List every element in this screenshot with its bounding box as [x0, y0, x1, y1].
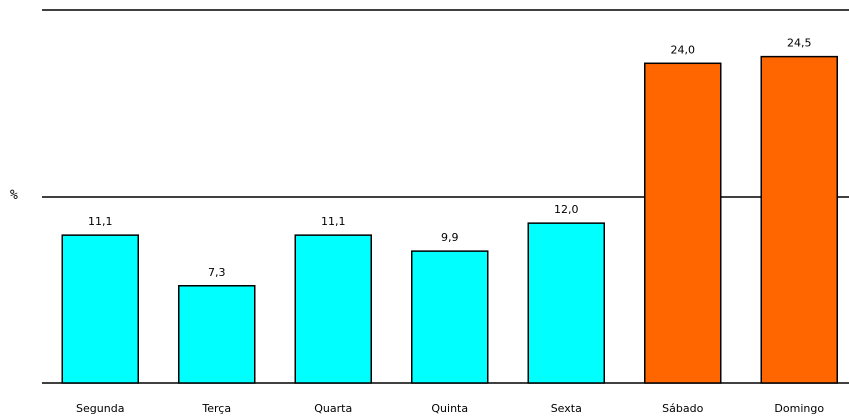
x-tick-label-6: Domingo — [774, 402, 824, 415]
y-axis-label: % — [10, 188, 18, 203]
bar-5 — [644, 62, 722, 384]
x-tick-label-0: Segunda — [76, 402, 124, 415]
data-label-0: 11,1 — [88, 215, 113, 228]
x-tick-label-1: Terça — [201, 402, 231, 415]
bar-1 — [178, 285, 256, 384]
bar-3 — [411, 250, 489, 384]
data-label-3: 9,9 — [441, 231, 459, 244]
bar-2 — [294, 234, 372, 384]
bar-0 — [61, 234, 139, 384]
x-tick-label-2: Quarta — [314, 402, 352, 415]
x-tick-label-5: Sábado — [662, 402, 703, 415]
data-label-4: 12,0 — [554, 203, 579, 216]
bar-6 — [760, 55, 838, 384]
data-label-1: 7,3 — [208, 266, 226, 279]
x-tick-label-4: Sexta — [551, 402, 582, 415]
bar-4 — [527, 222, 605, 384]
data-label-5: 24,0 — [671, 43, 696, 56]
x-tick-label-3: Quinta — [431, 402, 468, 415]
data-label-2: 11,1 — [321, 215, 346, 228]
data-label-6: 24,5 — [787, 37, 812, 50]
